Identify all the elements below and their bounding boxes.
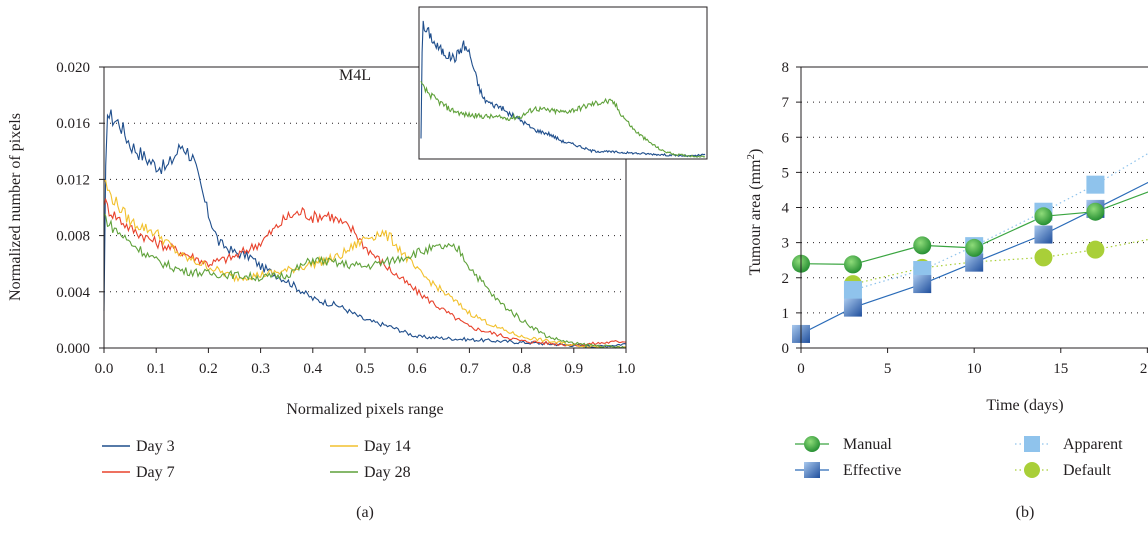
x-tick-label: 0.0 bbox=[95, 361, 114, 377]
x-tick-label: 0.2 bbox=[199, 361, 218, 377]
y-tick-label: 2 bbox=[782, 271, 790, 287]
marker-manual bbox=[1034, 207, 1053, 226]
marker-effective bbox=[913, 275, 932, 294]
y-axis-label-text: Tumour area (mm bbox=[747, 159, 764, 275]
x-tick-label: 0.9 bbox=[564, 361, 583, 377]
inset-line-day-28 bbox=[420, 80, 706, 158]
marker-default bbox=[1034, 248, 1053, 267]
x-axis-label: Normalized pixels range bbox=[286, 401, 443, 418]
legend-label: Effective bbox=[843, 462, 901, 479]
x-tick-label: 0.5 bbox=[356, 361, 375, 377]
series-line-day-28 bbox=[103, 212, 627, 349]
marker-manual bbox=[1086, 202, 1105, 221]
legend-label: Day 28 bbox=[364, 464, 411, 481]
x-tick-label: 0 bbox=[797, 361, 805, 377]
y-tick-label: 0.004 bbox=[56, 285, 90, 301]
marker-manual bbox=[913, 236, 932, 255]
y-tick-label: 0.020 bbox=[56, 60, 90, 76]
series-line-day-14 bbox=[103, 179, 627, 349]
panel-label: (b) bbox=[1016, 504, 1035, 521]
marker-apparent bbox=[843, 281, 862, 300]
y-tick-label: 0 bbox=[782, 341, 790, 357]
y-tick-label: 5 bbox=[782, 165, 790, 181]
y-tick-label: 7 bbox=[782, 95, 790, 111]
series-line-apparent bbox=[852, 152, 1148, 291]
y-tick-label: 8 bbox=[782, 60, 790, 76]
series-line-day-3 bbox=[103, 109, 627, 349]
x-tick-label: 0.1 bbox=[147, 361, 166, 377]
inset-line-day-3 bbox=[420, 20, 706, 158]
marker-effective bbox=[1034, 225, 1053, 244]
marker-effective bbox=[965, 253, 984, 272]
marker-default bbox=[1024, 462, 1040, 478]
marker-apparent bbox=[913, 261, 932, 280]
x-tick-label: 15 bbox=[1053, 361, 1068, 377]
y-tick-label: 0.016 bbox=[56, 116, 90, 132]
inset-box bbox=[418, 6, 708, 160]
legend-label: Default bbox=[1063, 462, 1112, 479]
marker-manual bbox=[804, 436, 820, 452]
y-tick-label: 1 bbox=[782, 306, 790, 322]
panel-a-histogram: M4L 0.0 0.1 0.2 0.3 0.4 0.5 0.6 0.7 0.8 0.9 1.0 0.0… bbox=[7, 6, 708, 521]
y-tick-label: 6 bbox=[782, 130, 790, 146]
legend-label: Day 3 bbox=[136, 438, 175, 455]
y-axis-label: Tumour area (mm2) bbox=[745, 149, 764, 276]
legend-label: Day 7 bbox=[136, 464, 175, 481]
marker-apparent bbox=[1086, 175, 1105, 194]
series-line-day-7 bbox=[103, 197, 627, 347]
y-axis-label: Normalized number of pixels bbox=[7, 113, 24, 301]
x-tick-label: 0.4 bbox=[303, 361, 322, 377]
marker-effective bbox=[843, 298, 862, 317]
x-tick-label: 0.3 bbox=[251, 361, 270, 377]
marker-manual bbox=[843, 255, 862, 274]
y-tick-label: 0.008 bbox=[56, 229, 90, 245]
x-tick-label: 0.7 bbox=[460, 361, 479, 377]
y-tick-label: 3 bbox=[782, 236, 790, 252]
y-tick-label: 0.000 bbox=[56, 341, 90, 357]
panel-b-tumour-area: 0 5 10 15 20 0 1 2 3 4 5 6 7 8 Time (days) Tumour are… bbox=[745, 60, 1148, 521]
legend: Day 3 Day 7 Day 14 Day 28 bbox=[102, 438, 411, 481]
marker-effective bbox=[804, 462, 820, 478]
panel-label: (a) bbox=[356, 504, 374, 521]
legend-label: Day 14 bbox=[364, 438, 411, 455]
y-axis-label-superscript: 2 bbox=[745, 154, 757, 160]
x-tick-label: 1.0 bbox=[617, 361, 636, 377]
y-tick-label: 0.012 bbox=[56, 172, 90, 188]
legend-label: Manual bbox=[843, 436, 892, 453]
legend: Manual Effective Apparent Default bbox=[795, 436, 1123, 479]
y-axis-label-close: ) bbox=[747, 149, 764, 154]
x-tick-label: 20 bbox=[1140, 361, 1148, 377]
marker-apparent bbox=[1024, 436, 1040, 452]
x-axis-label: Time (days) bbox=[986, 397, 1063, 414]
y-tick-label: 4 bbox=[782, 201, 790, 217]
marker-default bbox=[1086, 240, 1105, 259]
x-tick-label: 10 bbox=[967, 361, 982, 377]
x-tick-label: 0.6 bbox=[408, 361, 427, 377]
x-tick-label: 0.8 bbox=[512, 361, 531, 377]
marker-manual bbox=[965, 238, 984, 257]
inset-title: M4L bbox=[339, 67, 371, 84]
series-line-default bbox=[852, 238, 1148, 285]
legend-label: Apparent bbox=[1063, 436, 1123, 453]
x-tick-label: 5 bbox=[884, 361, 892, 377]
